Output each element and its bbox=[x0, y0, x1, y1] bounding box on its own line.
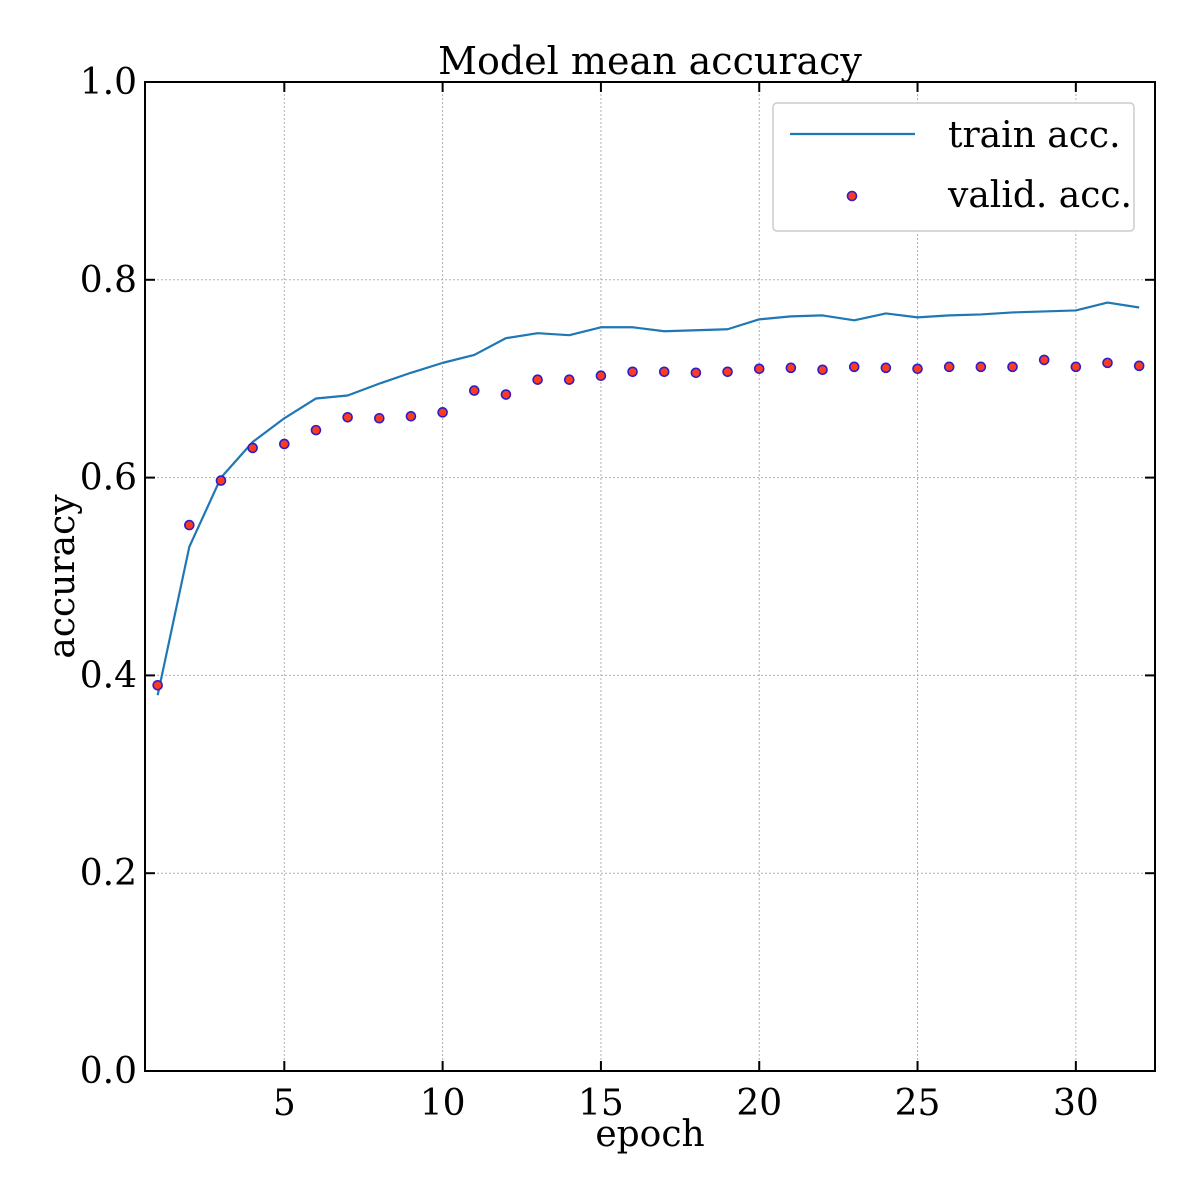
y-axis-label: accuracy bbox=[42, 494, 83, 659]
chart-title: Model mean accuracy bbox=[438, 39, 862, 83]
data-point-valid bbox=[1070, 361, 1082, 373]
series-layer bbox=[152, 301, 1145, 696]
data-point-valid bbox=[1038, 354, 1050, 366]
data-point-valid bbox=[1102, 357, 1113, 369]
data-point-valid bbox=[943, 361, 955, 373]
data-point-valid bbox=[247, 442, 258, 454]
data-point-valid bbox=[627, 366, 638, 378]
legend-entry-valid: valid. acc. bbox=[947, 175, 1132, 216]
x-tick-label: 5 bbox=[273, 1083, 296, 1124]
data-point-valid bbox=[184, 519, 195, 531]
data-point-valid bbox=[279, 438, 290, 450]
data-point-valid bbox=[500, 389, 512, 400]
data-point-valid bbox=[152, 679, 163, 691]
axis-ticks: 5 10 15 20 25 30 0.0 0.2 0.4 0.6 0.8 1.0 bbox=[80, 62, 1155, 1124]
data-point-valid bbox=[785, 362, 797, 374]
y-tick-label: 0.6 bbox=[80, 458, 137, 499]
plot-frame bbox=[144, 81, 1156, 1072]
data-point-valid bbox=[563, 374, 575, 385]
data-point-valid bbox=[310, 424, 322, 436]
series-line-train bbox=[156, 301, 1140, 696]
data-point-valid bbox=[1007, 361, 1018, 373]
data-point-valid bbox=[342, 411, 353, 423]
x-tick-label: 30 bbox=[1053, 1083, 1099, 1124]
y-tick-label: 1.0 bbox=[80, 62, 137, 103]
data-point-valid bbox=[373, 412, 385, 424]
y-tick-label: 0.2 bbox=[80, 853, 137, 894]
data-point-valid bbox=[437, 407, 448, 418]
y-tick-label: 0.8 bbox=[80, 260, 137, 301]
x-tick-label: 25 bbox=[895, 1083, 941, 1124]
x-tick-label: 15 bbox=[578, 1083, 624, 1124]
legend-entry-train: train acc. bbox=[948, 115, 1121, 156]
y-tick-label: 0.4 bbox=[80, 655, 137, 696]
data-point-valid bbox=[817, 364, 828, 376]
data-point-valid bbox=[1133, 360, 1145, 372]
data-point-valid bbox=[405, 410, 417, 422]
x-axis-label: epoch bbox=[595, 1114, 704, 1155]
y-tick-label: 0.0 bbox=[80, 1051, 137, 1092]
x-tick-label: 10 bbox=[420, 1083, 466, 1124]
data-point-valid bbox=[753, 363, 765, 375]
data-point-valid bbox=[722, 366, 733, 378]
legend-marker-swatch bbox=[846, 190, 858, 202]
data-point-valid bbox=[880, 362, 892, 374]
data-point-valid bbox=[532, 374, 543, 385]
legend: train acc. valid. acc. bbox=[772, 102, 1135, 232]
data-point-valid bbox=[468, 385, 480, 396]
data-point-valid bbox=[658, 366, 670, 378]
data-point-valid bbox=[848, 361, 860, 373]
data-point-valid bbox=[595, 370, 607, 382]
data-point-valid bbox=[975, 361, 987, 373]
x-tick-label: 20 bbox=[736, 1083, 782, 1124]
data-point-valid bbox=[690, 367, 702, 379]
data-point-valid bbox=[912, 363, 923, 375]
data-point-valid bbox=[215, 475, 227, 486]
